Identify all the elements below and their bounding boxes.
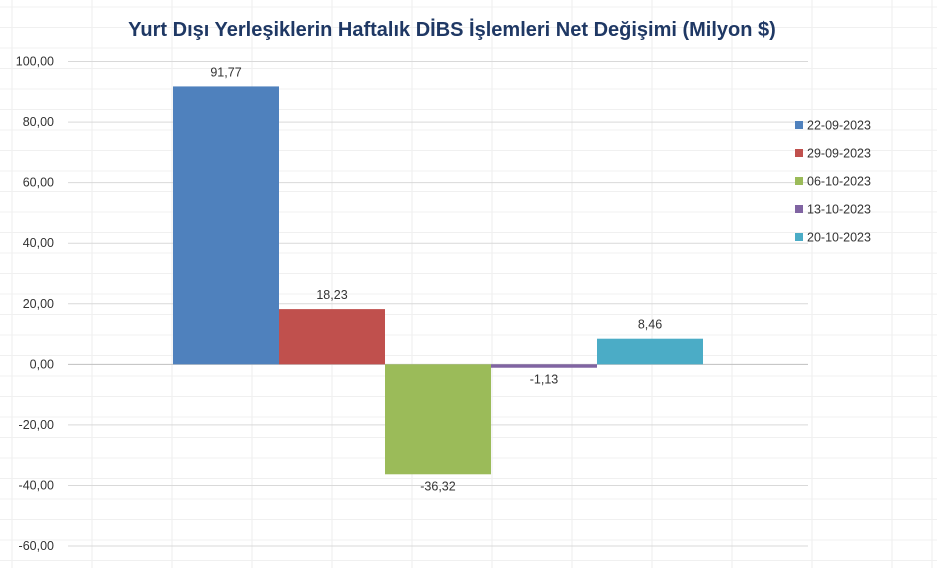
data-label: 91,77 — [210, 65, 241, 79]
bar-20-10-2023 — [597, 338, 703, 365]
legend-item[interactable]: 20-10-2023 — [795, 231, 871, 245]
legend-label: 29-09-2023 — [807, 147, 871, 161]
data-label: 18,23 — [316, 288, 347, 302]
legend-item[interactable]: 06-10-2023 — [795, 175, 871, 189]
legend-swatch — [795, 233, 803, 241]
data-label: -36,32 — [420, 479, 455, 493]
y-tick-label: 60,00 — [23, 176, 54, 190]
chart-title: Yurt Dışı Yerleşiklerin Haftalık DİBS İş… — [128, 18, 776, 41]
bar-29-09-2023 — [279, 309, 385, 365]
y-tick-label: -60,00 — [19, 539, 54, 553]
legend-swatch — [795, 205, 803, 213]
legend-label: 13-10-2023 — [807, 203, 871, 217]
legend-item[interactable]: 29-09-2023 — [795, 147, 871, 161]
y-tick-label: 20,00 — [23, 297, 54, 311]
bar-22-09-2023 — [173, 86, 279, 365]
legend-item[interactable]: 13-10-2023 — [795, 203, 871, 217]
y-tick-label: 80,00 — [23, 115, 54, 129]
legend-swatch — [795, 149, 803, 157]
legend[interactable]: 22-09-2023 29-09-2023 06-10-2023 13-10-2023… — [795, 119, 871, 245]
y-tick-label: 40,00 — [23, 236, 54, 250]
legend-item[interactable]: 22-09-2023 — [795, 119, 871, 133]
legend-label: 20-10-2023 — [807, 231, 871, 245]
y-tick-label: 0,00 — [30, 357, 54, 371]
y-tick-label: -40,00 — [19, 478, 54, 492]
data-label: -1,13 — [530, 373, 559, 387]
legend-label: 22-09-2023 — [807, 119, 871, 133]
legend-swatch — [795, 177, 803, 185]
legend-label: 06-10-2023 — [807, 175, 871, 189]
bar-06-10-2023 — [385, 364, 491, 475]
bars — [173, 86, 703, 475]
y-axis-ticks: 100,00 80,00 60,00 40,00 20,00 0,00 -20,00 -40,… — [16, 55, 54, 554]
y-tick-label: -20,00 — [19, 418, 54, 432]
y-tick-label: 100,00 — [16, 55, 54, 69]
data-label: 8,46 — [638, 318, 662, 332]
data-labels: 91,77 18,23 -36,32 -1,13 8,46 — [210, 65, 662, 493]
legend-swatch — [795, 121, 803, 129]
bar-13-10-2023 — [491, 364, 597, 368]
